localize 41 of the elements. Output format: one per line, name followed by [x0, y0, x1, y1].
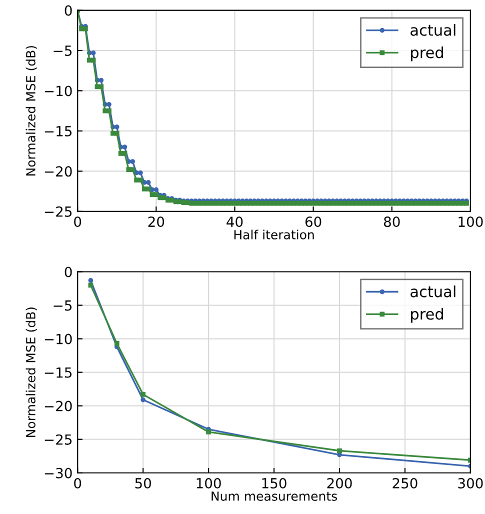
x-tick-label: 100	[458, 216, 483, 228]
x-tick-label: 0	[74, 216, 82, 228]
y-tick-label: −10	[44, 86, 72, 96]
y-tick-label: −10	[44, 334, 72, 344]
x-tick-label: 60	[305, 216, 322, 228]
x-tick-label: 300	[458, 478, 483, 488]
y-tick-label: −25	[44, 434, 72, 445]
y-tick-label: −20	[44, 400, 72, 412]
y-tick-label: −20	[44, 166, 72, 177]
legend-label: actual	[410, 286, 456, 298]
x-tick-label: 0	[74, 478, 82, 488]
legend-label: actual	[410, 24, 456, 36]
y-tick-label: −15	[44, 126, 72, 136]
y-axis-title: Normalized MSE (dB)	[26, 308, 37, 437]
point	[140, 392, 146, 397]
x-tick-label: 50	[135, 478, 151, 488]
x-axis-title: Half iteration	[234, 230, 314, 240]
point	[337, 448, 342, 454]
point	[206, 430, 211, 434]
x-tick-label: 80	[384, 216, 400, 228]
point	[140, 397, 146, 402]
y-tick-label: 0	[64, 266, 72, 278]
x-tick-label: 40	[226, 216, 243, 228]
x-tick-label: 150	[262, 478, 286, 488]
y-tick-label: −15	[44, 367, 72, 378]
legend-label: pred	[411, 308, 444, 323]
y-tick-label: −5	[54, 300, 72, 311]
y-tick-label: −5	[54, 46, 72, 56]
point	[88, 278, 94, 283]
y-axis-title: Normalized MSE (dB)	[26, 46, 37, 176]
y-tick-label: −30	[44, 468, 72, 478]
x-tick-label: 200	[327, 478, 352, 488]
legend-label: pred	[411, 46, 444, 62]
x-axis-title: Num measurements	[212, 492, 337, 501]
point	[88, 282, 94, 288]
x-tick-label: 20	[148, 216, 164, 228]
x-tick-label: 100	[196, 478, 221, 488]
x-tick-label: 250	[392, 478, 418, 488]
y-tick-label: −25	[44, 206, 72, 217]
y-tick-label: 0	[64, 5, 72, 16]
point	[114, 341, 120, 346]
